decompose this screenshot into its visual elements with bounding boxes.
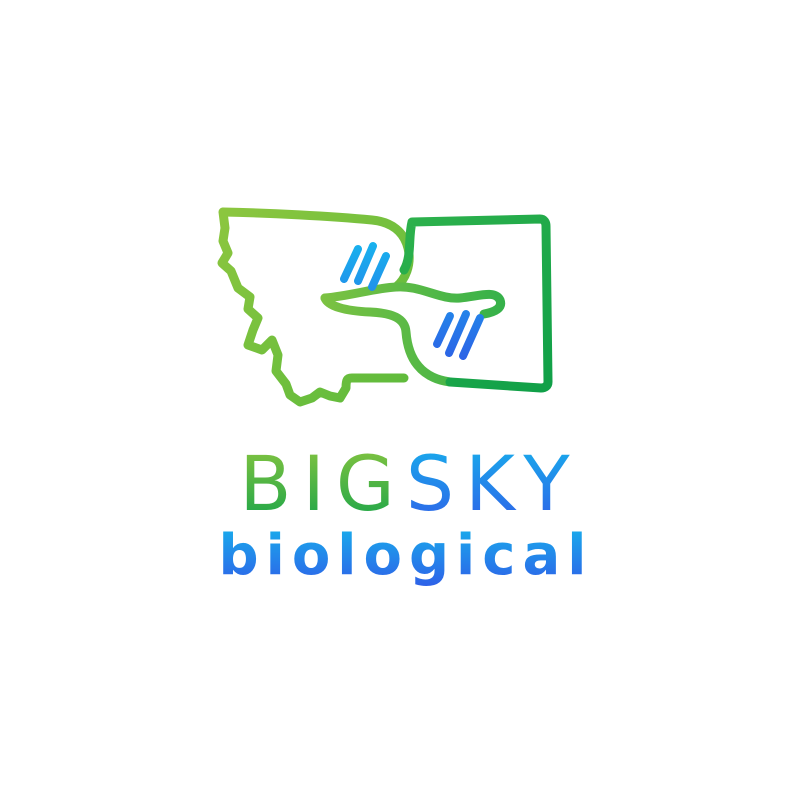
wordmark-biological: biological xyxy=(218,523,594,588)
helix-strand-lower xyxy=(320,293,455,387)
wordmark-sky: SKY xyxy=(405,439,581,528)
wordmark-biological-row: biological xyxy=(0,528,800,584)
wordmark-big: BIG xyxy=(239,439,406,528)
helix-rungs-lower xyxy=(433,310,484,360)
helix-rungs-upper xyxy=(340,242,390,291)
wordmark-bigsky: BIGSKY xyxy=(0,446,800,522)
montana-west-outline xyxy=(217,207,414,407)
montana-east-outline xyxy=(399,214,553,393)
